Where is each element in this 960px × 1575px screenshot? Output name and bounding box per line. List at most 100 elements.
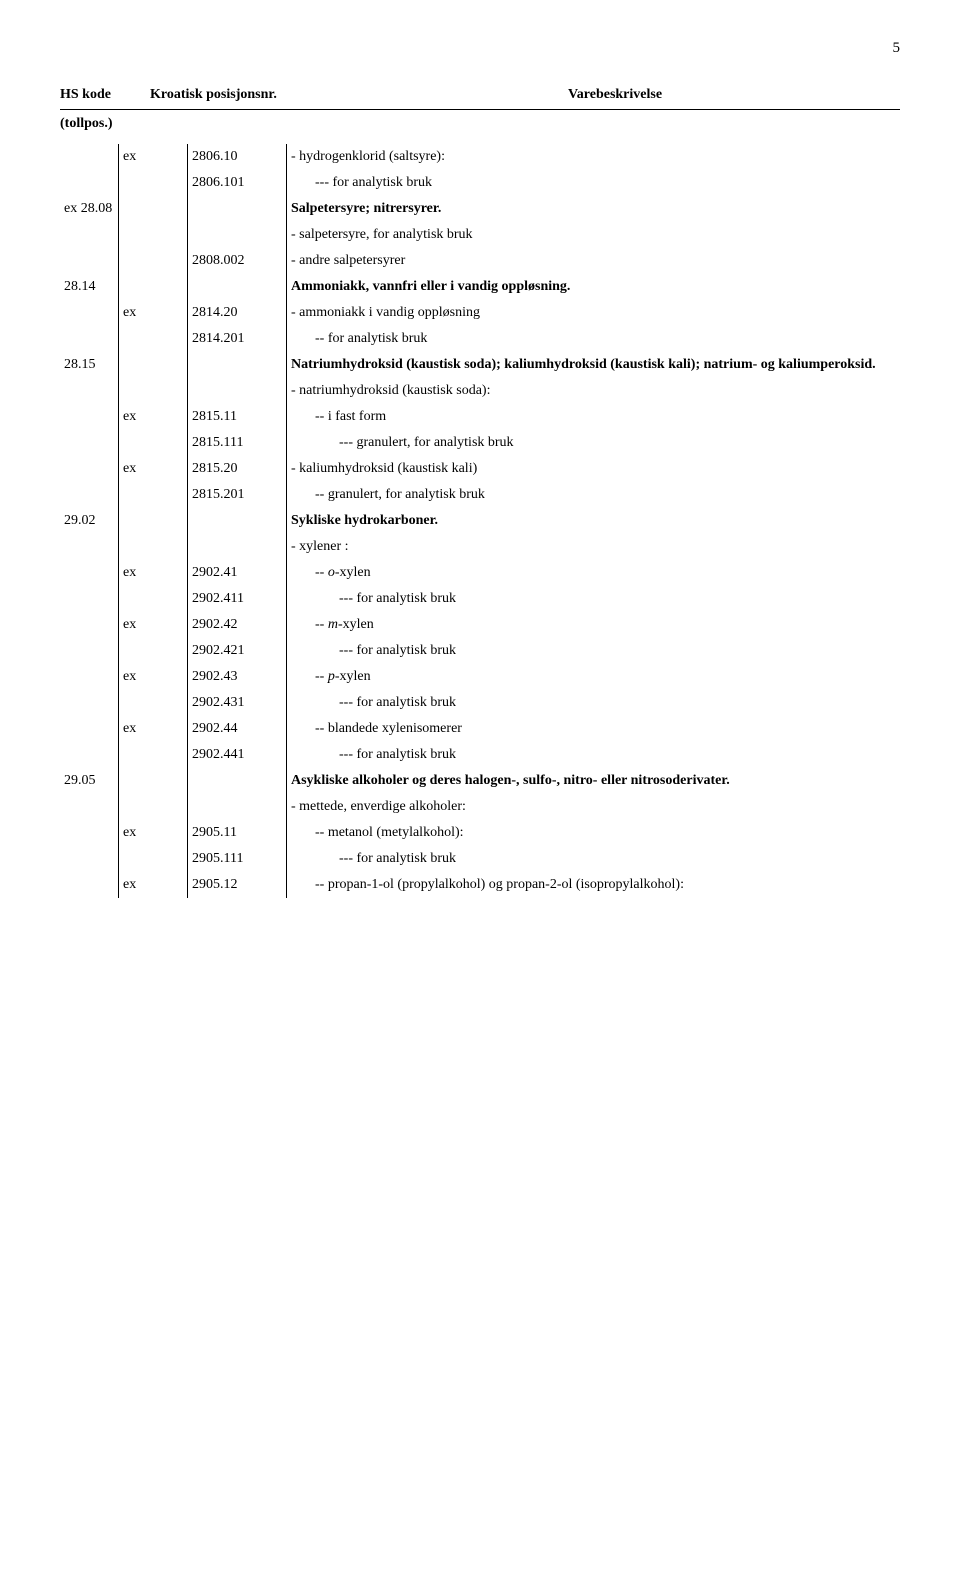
table-row: 2902.431--- for analytisk bruk bbox=[60, 690, 900, 716]
description-cell: -- granulert, for analytisk bruk bbox=[287, 482, 901, 508]
hs-code-cell bbox=[60, 222, 119, 248]
table-row: - xylener : bbox=[60, 534, 900, 560]
description-cell: Salpetersyre; nitrersyrer. bbox=[287, 196, 901, 222]
kroatisk-cell bbox=[188, 222, 287, 248]
description-cell: --- granulert, for analytisk bruk bbox=[287, 430, 901, 456]
hs-ex-cell: ex bbox=[119, 144, 188, 170]
hs-code-cell bbox=[60, 846, 119, 872]
kroatisk-cell: 2902.43 bbox=[188, 664, 287, 690]
tariff-table: ex2806.10- hydrogenklorid (saltsyre):280… bbox=[60, 144, 900, 898]
hs-ex-cell: ex bbox=[119, 300, 188, 326]
table-row: 2902.421--- for analytisk bruk bbox=[60, 638, 900, 664]
hs-ex-cell bbox=[119, 638, 188, 664]
hs-ex-cell bbox=[119, 274, 188, 300]
kroatisk-cell: 2902.44 bbox=[188, 716, 287, 742]
hs-ex-cell: ex bbox=[119, 404, 188, 430]
table-row: ex2902.44-- blandede xylenisomerer bbox=[60, 716, 900, 742]
table-row: - mettede, enverdige alkoholer: bbox=[60, 794, 900, 820]
hs-code-cell bbox=[60, 482, 119, 508]
kroatisk-cell bbox=[188, 352, 287, 378]
kroatisk-cell: 2815.11 bbox=[188, 404, 287, 430]
description-cell: --- for analytisk bruk bbox=[287, 742, 901, 768]
hs-code-cell bbox=[60, 820, 119, 846]
hs-code-cell bbox=[60, 378, 119, 404]
description-cell: -- blandede xylenisomerer bbox=[287, 716, 901, 742]
kroatisk-cell: 2808.002 bbox=[188, 248, 287, 274]
hs-code-cell bbox=[60, 586, 119, 612]
table-row: 28.15Natriumhydroksid (kaustisk soda); k… bbox=[60, 352, 900, 378]
hs-code-cell: 29.02 bbox=[60, 508, 119, 534]
hs-ex-cell: ex bbox=[119, 716, 188, 742]
hs-code-cell bbox=[60, 456, 119, 482]
hs-ex-cell bbox=[119, 352, 188, 378]
table-header: HS kode Kroatisk posisjonsnr. Varebeskri… bbox=[60, 87, 900, 110]
hs-ex-cell: ex bbox=[119, 872, 188, 898]
table-row: 29.05Asykliske alkoholer og deres haloge… bbox=[60, 768, 900, 794]
kroatisk-cell: 2806.101 bbox=[188, 170, 287, 196]
kroatisk-cell: 2905.11 bbox=[188, 820, 287, 846]
hs-ex-cell bbox=[119, 248, 188, 274]
hs-code-cell bbox=[60, 144, 119, 170]
hs-code-cell bbox=[60, 664, 119, 690]
description-cell: -- metanol (metylalkohol): bbox=[287, 820, 901, 846]
hs-ex-cell: ex bbox=[119, 612, 188, 638]
hs-code-cell bbox=[60, 742, 119, 768]
hs-ex-cell bbox=[119, 586, 188, 612]
hs-ex-cell bbox=[119, 222, 188, 248]
kroatisk-cell bbox=[188, 196, 287, 222]
kroatisk-cell: 2902.421 bbox=[188, 638, 287, 664]
hs-ex-cell: ex bbox=[119, 820, 188, 846]
header-hs: HS kode bbox=[60, 87, 150, 103]
table-row: ex2905.12-- propan-1-ol (propylalkohol) … bbox=[60, 872, 900, 898]
header-kroatisk: Kroatisk posisjonsnr. bbox=[150, 87, 330, 103]
hs-code-cell: ex 28.08 bbox=[60, 196, 119, 222]
kroatisk-cell bbox=[188, 378, 287, 404]
kroatisk-cell: 2905.111 bbox=[188, 846, 287, 872]
description-cell: --- for analytisk bruk bbox=[287, 846, 901, 872]
description-cell: - salpetersyre, for analytisk bruk bbox=[287, 222, 901, 248]
description-cell: - natriumhydroksid (kaustisk soda): bbox=[287, 378, 901, 404]
table-row: - natriumhydroksid (kaustisk soda): bbox=[60, 378, 900, 404]
description-cell: --- for analytisk bruk bbox=[287, 638, 901, 664]
kroatisk-cell: 2902.41 bbox=[188, 560, 287, 586]
hs-code-cell bbox=[60, 560, 119, 586]
hs-code-cell bbox=[60, 638, 119, 664]
hs-ex-cell bbox=[119, 378, 188, 404]
kroatisk-cell bbox=[188, 274, 287, 300]
hs-ex-cell bbox=[119, 430, 188, 456]
hs-ex-cell bbox=[119, 482, 188, 508]
table-row: ex2815.11-- i fast form bbox=[60, 404, 900, 430]
description-cell: --- for analytisk bruk bbox=[287, 690, 901, 716]
hs-code-cell bbox=[60, 300, 119, 326]
hs-ex-cell bbox=[119, 846, 188, 872]
description-cell: Sykliske hydrokarboner. bbox=[287, 508, 901, 534]
kroatisk-cell bbox=[188, 794, 287, 820]
table-row: ex2902.42-- m-xylen bbox=[60, 612, 900, 638]
hs-code-cell bbox=[60, 404, 119, 430]
hs-ex-cell bbox=[119, 508, 188, 534]
hs-ex-cell bbox=[119, 742, 188, 768]
hs-ex-cell bbox=[119, 768, 188, 794]
description-cell: --- for analytisk bruk bbox=[287, 586, 901, 612]
page-number: 5 bbox=[60, 40, 900, 57]
table-row: 2808.002- andre salpetersyrer bbox=[60, 248, 900, 274]
kroatisk-cell: 2815.201 bbox=[188, 482, 287, 508]
description-cell: - mettede, enverdige alkoholer: bbox=[287, 794, 901, 820]
hs-code-cell bbox=[60, 170, 119, 196]
hs-code-cell bbox=[60, 690, 119, 716]
description-cell: - andre salpetersyrer bbox=[287, 248, 901, 274]
table-row: 28.14Ammoniakk, vannfri eller i vandig o… bbox=[60, 274, 900, 300]
hs-ex-cell: ex bbox=[119, 456, 188, 482]
hs-code-cell bbox=[60, 716, 119, 742]
kroatisk-cell bbox=[188, 534, 287, 560]
table-row: ex 28.08 Salpetersyre; nitrersyrer. bbox=[60, 196, 900, 222]
kroatisk-cell: 2806.10 bbox=[188, 144, 287, 170]
table-row: ex2902.41-- o-xylen bbox=[60, 560, 900, 586]
description-cell: - ammoniakk i vandig oppløsning bbox=[287, 300, 901, 326]
hs-code-cell bbox=[60, 794, 119, 820]
kroatisk-cell: 2814.20 bbox=[188, 300, 287, 326]
hs-code-cell: 28.14 bbox=[60, 274, 119, 300]
kroatisk-cell: 2814.201 bbox=[188, 326, 287, 352]
kroatisk-cell: 2815.20 bbox=[188, 456, 287, 482]
description-cell: - hydrogenklorid (saltsyre): bbox=[287, 144, 901, 170]
